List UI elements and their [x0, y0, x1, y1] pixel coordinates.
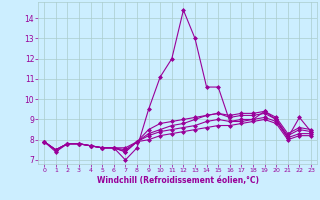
X-axis label: Windchill (Refroidissement éolien,°C): Windchill (Refroidissement éolien,°C) [97, 176, 259, 185]
